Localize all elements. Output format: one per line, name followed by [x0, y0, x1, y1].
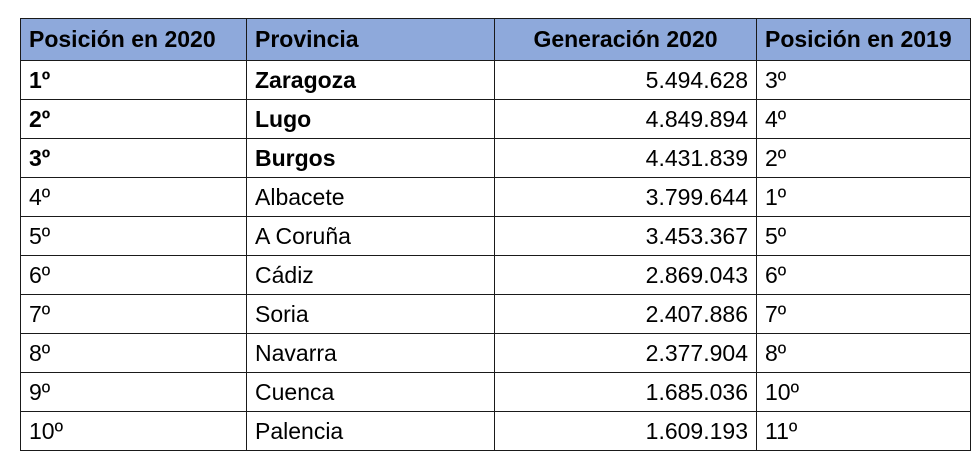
cell-posicion-2020: 5º: [20, 216, 247, 256]
table-row: 1º Zaragoza 5.494.628 3º: [20, 60, 971, 100]
cell-posicion-2019: 8º: [756, 333, 971, 373]
cell-generacion-2020: 2.377.904: [494, 333, 757, 373]
table-row: 4º Albacete 3.799.644 1º: [20, 177, 971, 217]
cell-posicion-2020: 3º: [20, 138, 247, 178]
table-body: 1º Zaragoza 5.494.628 3º 2º Lugo 4.849.8…: [20, 60, 971, 451]
cell-provincia: Soria: [246, 294, 495, 334]
cell-generacion-2020: 2.407.886: [494, 294, 757, 334]
header-provincia: Provincia: [246, 18, 495, 61]
table-row: 6º Cádiz 2.869.043 6º: [20, 255, 971, 295]
table-row: 9º Cuenca 1.685.036 10º: [20, 372, 971, 412]
cell-posicion-2020: 9º: [20, 372, 247, 412]
cell-generacion-2020: 5.494.628: [494, 60, 757, 100]
table-row: 10º Palencia 1.609.193 11º: [20, 411, 971, 451]
cell-provincia: Burgos: [246, 138, 495, 178]
cell-generacion-2020: 2.869.043: [494, 255, 757, 295]
table-row: 5º A Coruña 3.453.367 5º: [20, 216, 971, 256]
cell-posicion-2020: 2º: [20, 99, 247, 139]
cell-posicion-2020: 10º: [20, 411, 247, 451]
cell-provincia: A Coruña: [246, 216, 495, 256]
cell-posicion-2019: 6º: [756, 255, 971, 295]
cell-provincia: Lugo: [246, 99, 495, 139]
table-row: 2º Lugo 4.849.894 4º: [20, 99, 971, 139]
cell-posicion-2019: 10º: [756, 372, 971, 412]
header-posicion-2020: Posición en 2020: [20, 18, 247, 61]
cell-posicion-2020: 6º: [20, 255, 247, 295]
cell-posicion-2019: 4º: [756, 99, 971, 139]
cell-provincia: Palencia: [246, 411, 495, 451]
table-row: 8º Navarra 2.377.904 8º: [20, 333, 971, 373]
ranking-table-container: Posición en 2020 Provincia Generación 20…: [20, 18, 971, 451]
cell-generacion-2020: 1.609.193: [494, 411, 757, 451]
cell-provincia: Navarra: [246, 333, 495, 373]
cell-posicion-2020: 7º: [20, 294, 247, 334]
cell-generacion-2020: 4.849.894: [494, 99, 757, 139]
cell-posicion-2019: 7º: [756, 294, 971, 334]
cell-provincia: Albacete: [246, 177, 495, 217]
header-posicion-2019: Posición en 2019: [756, 18, 971, 61]
cell-posicion-2020: 8º: [20, 333, 247, 373]
cell-generacion-2020: 1.685.036: [494, 372, 757, 412]
cell-posicion-2019: 2º: [756, 138, 971, 178]
cell-posicion-2020: 1º: [20, 60, 247, 100]
cell-generacion-2020: 4.431.839: [494, 138, 757, 178]
cell-posicion-2020: 4º: [20, 177, 247, 217]
cell-posicion-2019: 5º: [756, 216, 971, 256]
table-row: 3º Burgos 4.431.839 2º: [20, 138, 971, 178]
cell-provincia: Zaragoza: [246, 60, 495, 100]
header-row: Posición en 2020 Provincia Generación 20…: [20, 18, 971, 61]
cell-generacion-2020: 3.453.367: [494, 216, 757, 256]
table-header: Posición en 2020 Provincia Generación 20…: [20, 18, 971, 61]
cell-generacion-2020: 3.799.644: [494, 177, 757, 217]
header-generacion-2020: Generación 2020: [494, 18, 757, 61]
cell-provincia: Cuenca: [246, 372, 495, 412]
cell-posicion-2019: 11º: [756, 411, 971, 451]
cell-posicion-2019: 1º: [756, 177, 971, 217]
cell-posicion-2019: 3º: [756, 60, 971, 100]
ranking-table: Posición en 2020 Provincia Generación 20…: [20, 18, 971, 451]
cell-provincia: Cádiz: [246, 255, 495, 295]
table-row: 7º Soria 2.407.886 7º: [20, 294, 971, 334]
